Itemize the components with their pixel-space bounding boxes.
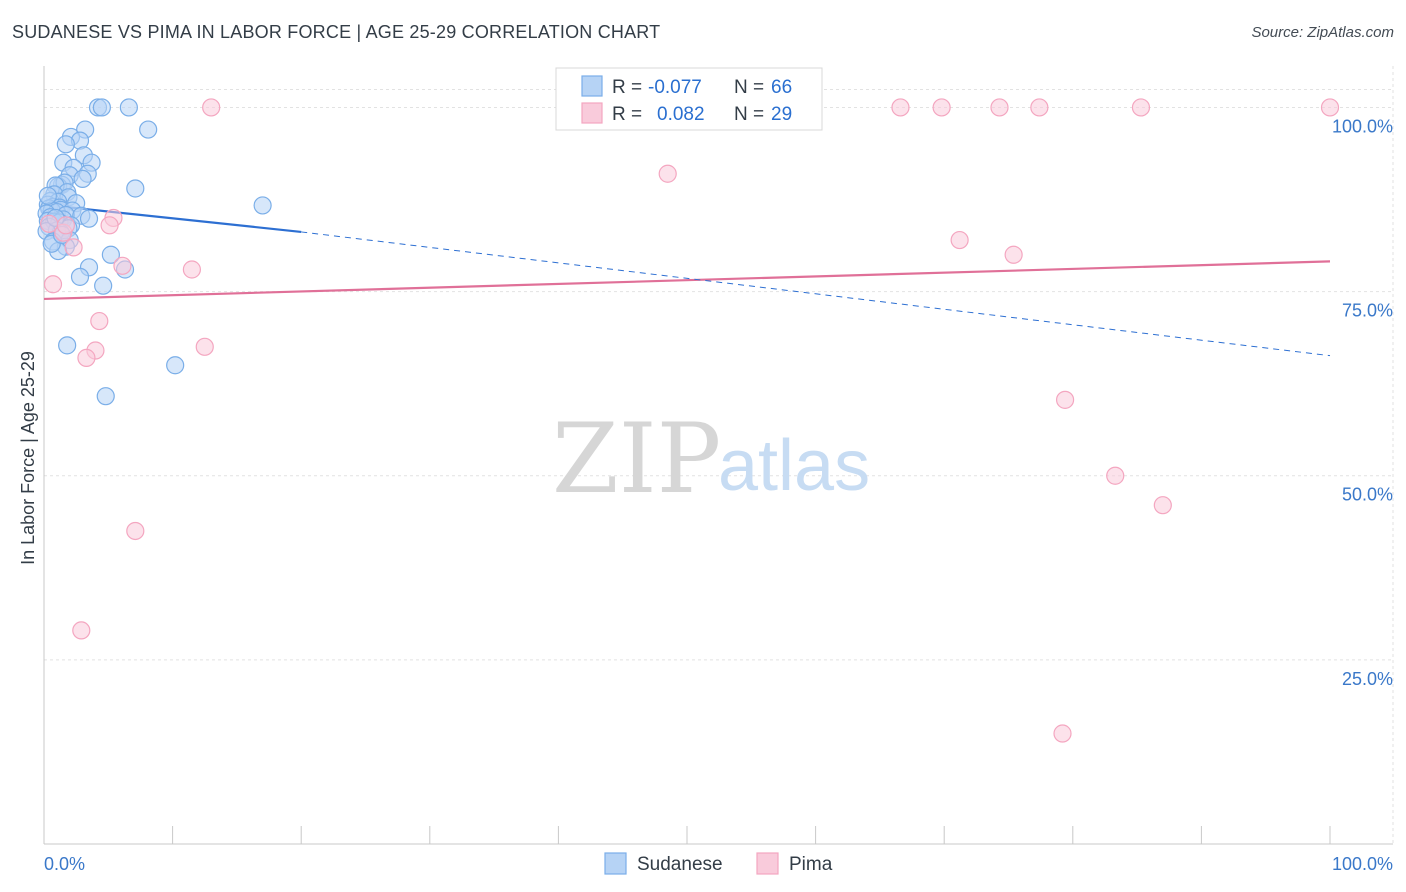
y-axis-title: In Labor Force | Age 25-29 — [18, 351, 38, 565]
point-pima-19 — [77, 348, 96, 367]
point-pima-17 — [90, 311, 109, 331]
legend-swatch-sudanese — [581, 75, 603, 97]
bottom-legend-label-pima: Pima — [789, 854, 833, 875]
point-pima-24 — [126, 521, 145, 541]
y-tick-label-0: 25.0% — [1342, 669, 1393, 689]
point-pima-13 — [1004, 245, 1023, 264]
point-pima-16 — [43, 275, 63, 294]
watermark-zip: ZIP — [552, 403, 721, 515]
point-sudanese-4 — [139, 120, 158, 139]
point-sudanese-40 — [79, 209, 99, 228]
y-tick-label-3: 100.0% — [1332, 116, 1393, 136]
point-sudanese-14 — [73, 169, 92, 189]
point-pima-27 — [40, 214, 59, 233]
trend-line-pima — [43, 260, 1331, 301]
x-tick-label-max: 100.0% — [1332, 854, 1393, 874]
point-pima-23 — [1153, 496, 1172, 515]
point-pima-25 — [72, 621, 91, 640]
legend-swatch-pima — [581, 102, 603, 124]
trend-line-sudanese-extrapolated — [301, 231, 1331, 357]
legend-n-label-sudanese: N = — [734, 77, 764, 98]
point-pima-21 — [1055, 390, 1075, 409]
legend-r-label-pima: R = — [612, 104, 642, 125]
legend-r-label-sudanese: R = — [612, 77, 642, 98]
point-sudanese-7 — [56, 135, 75, 154]
point-pima-1 — [891, 98, 910, 117]
legend-n-value-sudanese: 66 — [771, 77, 792, 98]
point-pima-7 — [658, 164, 677, 183]
point-pima-15 — [182, 260, 201, 279]
point-sudanese-58 — [94, 276, 113, 295]
watermark-atlas: atlas — [718, 426, 870, 506]
trend-lines — [43, 203, 1331, 357]
x-tick-label-min: 0.0% — [44, 854, 85, 874]
legend-n-value-pima: 29 — [771, 104, 792, 125]
bottom-legend-swatch-sudanese — [604, 852, 627, 875]
point-pima-9 — [100, 216, 119, 235]
point-pima-2 — [932, 98, 951, 117]
point-pima-4 — [1030, 98, 1049, 117]
point-pima-26 — [1053, 724, 1072, 743]
data-points — [37, 98, 1340, 743]
point-pima-20 — [195, 337, 214, 356]
chart-source: Source: ZipAtlas.com — [1251, 24, 1394, 41]
bottom-legend-label-sudanese: Sudanese — [637, 854, 723, 875]
point-sudanese-60 — [166, 356, 185, 375]
point-sudanese-57 — [70, 267, 90, 286]
point-pima-12 — [950, 230, 969, 250]
point-sudanese-2 — [119, 98, 138, 117]
point-pima-0 — [202, 98, 221, 117]
point-sudanese-54 — [101, 245, 120, 264]
point-sudanese-59 — [58, 336, 77, 355]
point-sudanese-31 — [253, 196, 272, 215]
watermark: ZIP atlas — [552, 403, 870, 515]
y-tick-label-1: 50.0% — [1342, 485, 1393, 505]
point-pima-3 — [990, 98, 1009, 117]
y-tick-label-2: 75.0% — [1342, 301, 1393, 321]
point-pima-14 — [113, 256, 132, 275]
y-tick-labels: 25.0% 50.0% 75.0% 100.0% — [1332, 116, 1393, 688]
point-pima-22 — [1106, 466, 1125, 485]
legend-r-value-sudanese: -0.077 — [648, 77, 702, 98]
chart-title: SUDANESE VS PIMA IN LABOR FORCE | AGE 25… — [12, 22, 661, 42]
point-sudanese-1 — [92, 98, 111, 117]
point-pima-11 — [64, 238, 83, 257]
point-pima-6 — [1320, 98, 1340, 117]
point-pima-5 — [1131, 98, 1151, 117]
point-sudanese-61 — [96, 387, 115, 406]
top-legend: R = -0.077 N = 66 R = 0.082 N = 29 — [555, 67, 823, 131]
point-sudanese-19 — [126, 179, 145, 198]
point-pima-28 — [56, 216, 75, 235]
legend-r-value-pima: 0.082 — [657, 104, 705, 125]
bottom-legend-swatch-pima — [756, 852, 779, 875]
bottom-legend: Sudanese Pima — [604, 852, 833, 875]
point-sudanese-65 — [38, 186, 57, 205]
legend-n-label-pima: N = — [734, 104, 764, 125]
